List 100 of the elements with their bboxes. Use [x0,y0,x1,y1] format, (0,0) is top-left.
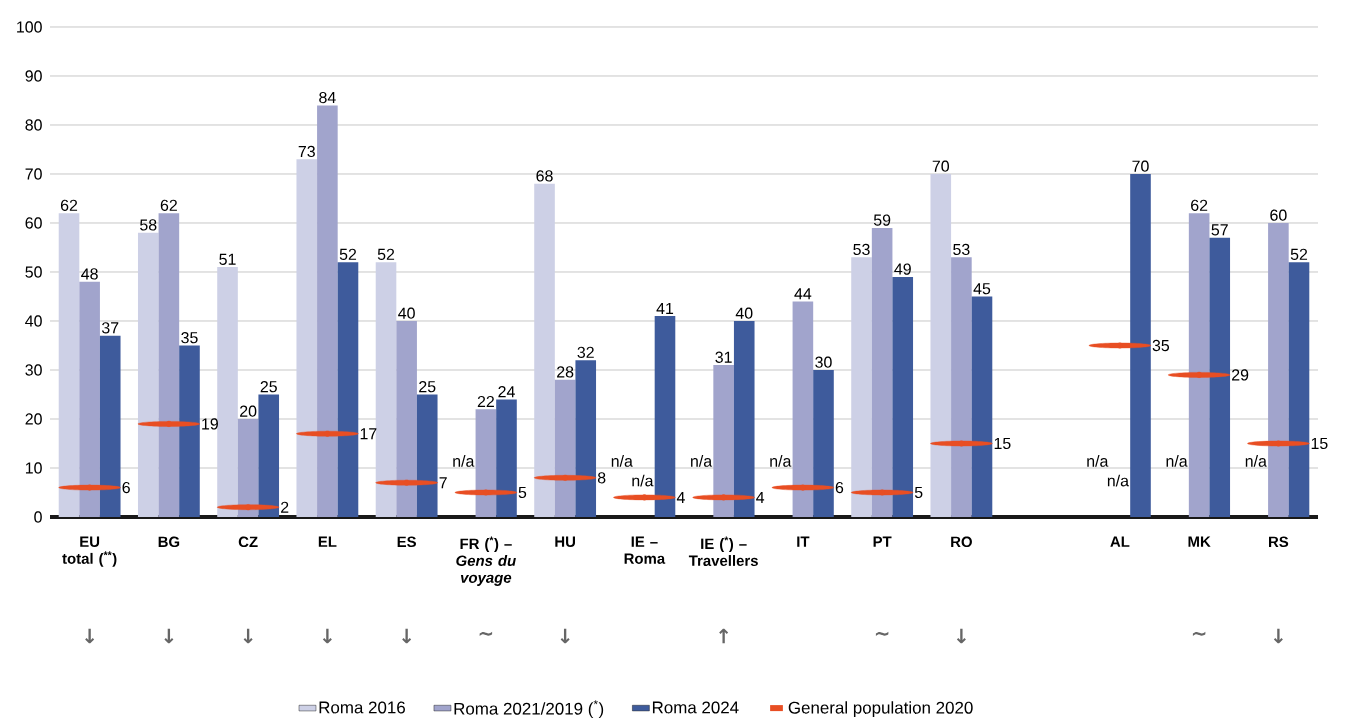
y-tick-label: 20 [25,413,42,425]
data-label: 68 [536,170,553,182]
data-label: 48 [81,268,98,280]
x-tick-label: RS [1269,536,1289,548]
y-tick-label: 70 [25,168,42,180]
x-tick-label: EU total ($^{**}$) [62,536,117,567]
text: n/a [632,474,654,487]
data-label: 22 [477,395,494,407]
text: n/a [1087,455,1109,467]
text: ~ [875,631,889,636]
data-label: 62 [160,199,177,211]
data-label: 4 [676,491,685,503]
x-tick-label: AL [1110,536,1130,547]
data-label: 45 [973,283,991,295]
text: ↓ [402,628,412,644]
text: n/a [611,455,633,467]
data-label: 15 [1311,437,1328,450]
data-label: 40 [398,307,415,319]
text: n/a [770,455,792,467]
text: ↑ [719,628,729,644]
x-tick-label: IT [797,536,810,547]
y-tick-label: 50 [25,266,42,278]
data-label: 35 [181,332,198,344]
x-tick-label: BG [158,536,180,548]
data-label: 84 [319,91,336,104]
data-label: 70 [1132,160,1149,172]
x-tick-label: ES [397,536,416,548]
text: ↓ [956,628,966,644]
point [1196,371,1203,378]
y-tick-label: 0 [34,511,42,523]
data-label: 20 [240,405,257,417]
data-label: 70 [932,160,950,172]
y-tick-label: 100 [17,21,42,33]
data-label: 19 [202,418,218,430]
data-label: 29 [1232,369,1249,381]
legend-label: Roma 2024 [652,701,739,714]
text: ↓ [1273,628,1283,644]
data-label: 28 [557,366,574,378]
text: ↓ [322,628,332,644]
data-label: 53 [953,243,970,256]
data-label: 2 [281,501,289,513]
data-label: 37 [101,322,119,334]
data-label: 62 [60,199,78,211]
data-label: 4 [756,491,765,503]
text: n/a [691,455,713,467]
data-label: 24 [498,386,515,398]
text: ↓ [164,628,174,644]
text: ↓ [243,628,253,644]
x-tick-label: FR ($^{*}$) – Gens du voyage [456,536,516,586]
x-tick-label: IE – Roma [624,536,666,564]
data-label: 5 [914,486,923,499]
data-label: 6 [122,481,130,494]
data-label: 73 [298,145,315,158]
data-label: 62 [1191,199,1208,211]
data-label: 60 [1270,209,1287,221]
data-label: 57 [1211,224,1228,236]
x-tick-label: PT [873,536,892,547]
legend-label: Roma 2021/2019 ($^{*}$) [454,700,604,719]
y-tick-label: 80 [25,119,42,131]
x-tick-label: MK [1188,536,1211,547]
data-label: 40 [735,307,753,319]
data-label: 35 [1152,339,1170,352]
data-label: 6 [835,481,844,494]
y-tick-label: 40 [25,315,42,327]
data-label: 51 [219,253,236,265]
x-tick-label: CZ [238,536,258,548]
data-label: 15 [994,437,1011,450]
data-label: 44 [794,288,812,300]
text: ~ [1192,631,1206,636]
text: ~ [479,631,493,636]
text: n/a [1245,455,1267,467]
data-label: 41 [656,302,674,314]
text: n/a [1166,455,1188,467]
text: ↓ [560,628,570,644]
y-tick-label: 60 [25,217,42,229]
x-tick-label: HU [555,536,575,547]
data-label: 5 [518,486,527,499]
data-label: 52 [339,248,357,260]
data-label: 32 [577,346,594,358]
text: n/a [453,455,475,467]
data-label: 8 [597,472,606,484]
data-label: 59 [873,214,891,226]
y-tick-label: 10 [25,462,42,474]
data-label: 58 [140,219,157,231]
x-tick-label: EL [318,536,337,547]
legend-label: General population 2020 [788,701,973,718]
text: n/a [1107,474,1129,487]
point [324,430,331,437]
x-tick-label: IE ($^{*}$) – Travellers [688,536,758,566]
data-label: 30 [815,356,832,368]
text: ↓ [85,628,95,644]
data-label: 17 [360,428,377,440]
data-label: 25 [260,381,277,393]
data-label: 52 [1290,248,1308,260]
data-label: 25 [419,381,436,393]
data-label: 31 [715,351,732,363]
point [165,420,172,427]
data-label: 53 [853,243,870,256]
y-tick-label: 30 [25,364,42,376]
point [403,479,410,486]
